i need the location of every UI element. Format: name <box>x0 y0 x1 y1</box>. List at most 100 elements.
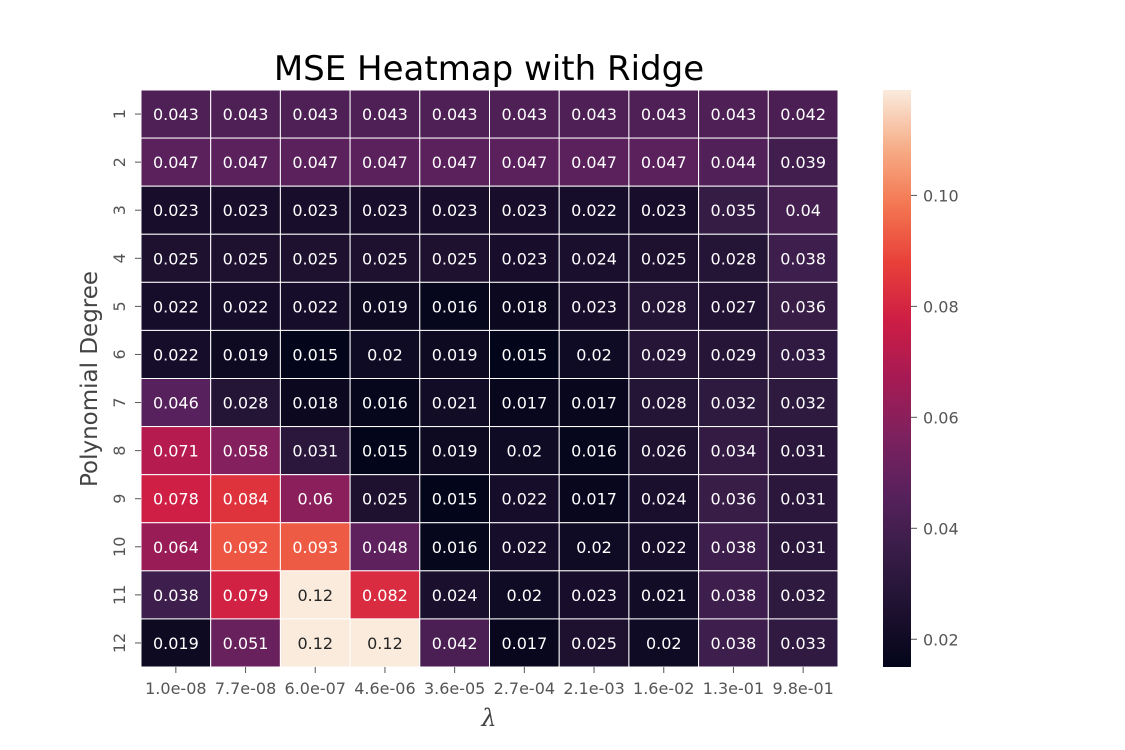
heatmap-cell <box>349 329 421 379</box>
heatmap-cell <box>419 474 490 524</box>
heatmap-cell <box>698 185 769 235</box>
x-tick-label: 1.0e-08 <box>145 679 206 698</box>
cell-value-label: 0.015 <box>432 490 478 509</box>
heatmap-cell <box>767 89 839 139</box>
heatmap-cell <box>210 137 281 187</box>
cell-value-label: 0.043 <box>223 105 269 124</box>
x-tick-label: 4.6e-06 <box>354 679 415 698</box>
cell-value-label: 0.043 <box>292 105 338 124</box>
heatmap-cell <box>767 426 839 476</box>
cell-value-label: 0.025 <box>223 249 269 268</box>
heatmap-cell <box>279 570 351 620</box>
y-tick-label: 4 <box>110 253 129 263</box>
cell-value-label: 0.015 <box>362 442 408 461</box>
heatmap-cell <box>419 185 490 235</box>
cell-value-label: 0.016 <box>571 442 617 461</box>
y-axis-label: Polynomial Degree <box>77 271 103 487</box>
cell-value-label: 0.023 <box>571 586 617 605</box>
cell-value-label: 0.038 <box>153 586 199 605</box>
y-tick-label: 10 <box>110 537 129 557</box>
heatmap-cell <box>489 233 560 283</box>
cell-value-label: 0.042 <box>432 634 478 653</box>
y-tick-label: 9 <box>110 494 129 504</box>
cell-value-label: 0.025 <box>362 249 408 268</box>
x-tick-label: 1.6e-02 <box>633 679 694 698</box>
cell-value-label: 0.047 <box>292 153 338 172</box>
cell-value-label: 0.031 <box>780 442 826 461</box>
heatmap-cell <box>698 329 769 379</box>
heatmap-cell <box>767 618 839 668</box>
heatmap-cell <box>140 185 212 235</box>
cell-value-label: 0.021 <box>432 394 478 413</box>
cell-value-label: 0.047 <box>362 153 408 172</box>
heatmap-cell <box>140 233 212 283</box>
cell-value-label: 0.12 <box>367 634 403 653</box>
cell-value-label: 0.036 <box>711 490 757 509</box>
cell-value-label: 0.023 <box>501 201 547 220</box>
heatmap-cell <box>628 474 700 524</box>
heatmap-cell <box>628 426 700 476</box>
cell-value-label: 0.026 <box>641 442 687 461</box>
heatmap-cell <box>140 522 212 572</box>
cell-value-label: 0.025 <box>432 249 478 268</box>
heatmap-cell <box>279 474 351 524</box>
heatmap-cell <box>279 89 351 139</box>
y-tick-label: 12 <box>110 633 129 653</box>
colorbar-ticks: 0.02 0.04 0.06 0.08 0.10 <box>911 186 959 649</box>
heatmap-cell <box>210 89 281 139</box>
heatmap-cell <box>558 185 630 235</box>
heatmap-cell <box>628 570 700 620</box>
colorbar-tick-label: 0.06 <box>923 408 959 427</box>
colorbar-tick-label: 0.04 <box>923 519 959 538</box>
cell-value-label: 0.079 <box>223 586 269 605</box>
cell-value-label: 0.02 <box>576 345 612 364</box>
cell-value-label: 0.019 <box>432 442 478 461</box>
cell-value-label: 0.017 <box>571 490 617 509</box>
cell-value-label: 0.022 <box>501 490 547 509</box>
cell-value-label: 0.084 <box>223 490 269 509</box>
heatmap-cell <box>767 570 839 620</box>
heatmap-cell <box>628 89 700 139</box>
cell-value-label: 0.023 <box>501 249 547 268</box>
cell-value-label: 0.016 <box>432 538 478 557</box>
cell-value-label: 0.043 <box>432 105 478 124</box>
cell-value-label: 0.023 <box>432 201 478 220</box>
cell-value-label: 0.028 <box>223 394 269 413</box>
cell-value-label: 0.019 <box>153 634 199 653</box>
cell-value-label: 0.058 <box>223 442 269 461</box>
x-tick-label: 2.7e-04 <box>494 679 555 698</box>
x-tick-label: 9.8e-01 <box>772 679 833 698</box>
heatmap-cell <box>349 137 421 187</box>
cell-value-label: 0.022 <box>223 297 269 316</box>
cell-value-label: 0.015 <box>501 345 547 364</box>
cell-value-label: 0.047 <box>501 153 547 172</box>
cell-value-label: 0.015 <box>292 345 338 364</box>
cell-value-label: 0.038 <box>711 634 757 653</box>
heatmap-cell <box>489 522 560 572</box>
heatmap-cell <box>628 137 700 187</box>
heatmap-cells <box>140 89 839 668</box>
cell-value-label: 0.031 <box>780 490 826 509</box>
cell-value-label: 0.043 <box>571 105 617 124</box>
cell-value-label: 0.031 <box>780 538 826 557</box>
cell-value-label: 0.064 <box>153 538 199 557</box>
cell-value-label: 0.029 <box>711 345 757 364</box>
cell-value-label: 0.043 <box>641 105 687 124</box>
cell-value-label: 0.028 <box>641 297 687 316</box>
cell-value-label: 0.033 <box>780 345 826 364</box>
cell-value-label: 0.025 <box>153 249 199 268</box>
cell-value-label: 0.025 <box>571 634 617 653</box>
x-tick-label: 3.6e-05 <box>424 679 485 698</box>
cell-value-label: 0.023 <box>362 201 408 220</box>
y-tick-label: 7 <box>110 397 129 407</box>
x-tick-label: 6.0e-07 <box>285 679 346 698</box>
heatmap-cell <box>767 137 839 187</box>
heatmap-cell <box>419 329 490 379</box>
cell-value-label: 0.093 <box>292 538 338 557</box>
heatmap-cell <box>419 618 490 668</box>
heatmap-cell <box>558 570 630 620</box>
x-tick-label: 7.7e-08 <box>215 679 276 698</box>
cell-value-label: 0.025 <box>362 490 408 509</box>
heatmap-cell <box>349 522 421 572</box>
cell-value-label: 0.047 <box>571 153 617 172</box>
